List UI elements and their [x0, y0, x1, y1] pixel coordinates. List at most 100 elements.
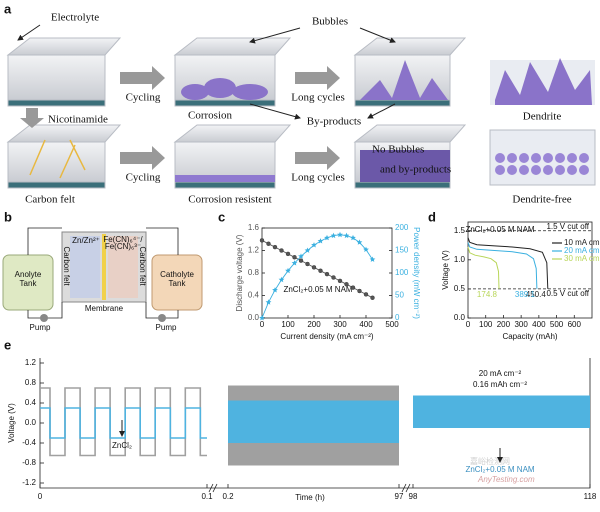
deposits [29, 58, 592, 182]
marker [298, 253, 304, 259]
y2-tick-label: 200 [395, 223, 409, 232]
x-tick-label: 118 [584, 492, 597, 501]
label: Carbon felt [138, 246, 147, 286]
label: Carbon felt [25, 194, 75, 206]
panel-a: a Electrolyte Bubbles Cycling Corrosion … [4, 1, 596, 206]
x-tick-label: 600 [568, 320, 582, 329]
marker [285, 251, 291, 257]
marker [311, 242, 317, 248]
marker [285, 267, 291, 274]
marker [324, 234, 330, 241]
label: Bubbles [312, 16, 348, 28]
annotation: ZnCl₂+0.05 M NAM [283, 285, 352, 294]
y-axis-label: Discharge voltage (V) [235, 234, 244, 311]
y-axis-label: Voltage (V) [7, 403, 16, 443]
band [413, 395, 590, 428]
marker [337, 231, 343, 238]
legend-label: 30 mA cm⁻² [564, 254, 600, 263]
marker [370, 295, 375, 300]
marker [331, 275, 336, 280]
y-tick-label: -1.2 [22, 478, 36, 487]
series-line [467, 246, 500, 289]
marker [344, 282, 349, 287]
label: Long cycles [291, 172, 344, 184]
axis-break [208, 483, 218, 493]
y2-axis-label: Power density (mW cm⁻²) [412, 227, 421, 319]
marker [279, 248, 284, 253]
marker [259, 238, 265, 243]
anode-chamber [70, 236, 100, 298]
cutoff-label: 0.5 V cut off [546, 289, 589, 298]
label: Corrosion resistent [188, 194, 271, 206]
y2-tick-label: 150 [395, 246, 409, 255]
label: Tank [20, 279, 38, 288]
panel-b: b Anolyte Tank Catholyte Tank Zn/Zn²⁺ Fe… [2, 209, 203, 332]
marker [363, 246, 369, 252]
x-tick-label: 0.2 [222, 492, 234, 501]
condition: 20 mA cm⁻² [479, 369, 522, 378]
marker [278, 276, 285, 283]
label: Corrosion [188, 110, 233, 122]
label: Pump [30, 323, 51, 332]
label: Cycling [126, 172, 161, 184]
x-tick-label: 300 [333, 320, 347, 329]
y-tick-label: 0.8 [248, 268, 260, 277]
membrane [102, 234, 106, 300]
x-tick-label: 0 [260, 320, 265, 329]
panel-label: a [4, 1, 12, 16]
x-tick-label: 0.1 [201, 492, 213, 501]
series-line [467, 242, 538, 289]
label: Long cycles [291, 92, 344, 104]
marker [369, 256, 376, 262]
marker [272, 287, 278, 293]
end-label: 174.8 [477, 290, 498, 299]
marker [324, 271, 330, 277]
label: Nicotinamide [48, 114, 108, 126]
marker [343, 232, 350, 239]
x-tick-label: 100 [281, 320, 295, 329]
panel-label: c [218, 209, 225, 224]
x-axis-label: Capacity (mAh) [502, 332, 557, 341]
x-tick-label: 98 [409, 492, 418, 501]
pump [158, 314, 166, 322]
x-tick-label: 500 [550, 320, 564, 329]
y-tick-label: -0.4 [22, 438, 36, 447]
legend-title: ZnCl₂+0.05 M NAM [465, 225, 534, 234]
label: Zn/Zn²⁺ [72, 236, 100, 245]
legend-label: 10 mA cm⁻² [564, 238, 600, 247]
y-tick-label: 0.5 [454, 284, 466, 293]
x-tick-label: 200 [307, 320, 321, 329]
label: Dendrite [523, 111, 562, 123]
x-tick-label: 300 [514, 320, 528, 329]
x-tick-label: 97 [395, 492, 404, 501]
marker [259, 315, 265, 321]
pipes [27, 227, 179, 319]
label: Electrolyte [51, 12, 99, 24]
end-label: 450.4 [526, 290, 547, 299]
y-tick-label: 1.5 [454, 226, 466, 235]
y-tick-label: 0.4 [25, 398, 37, 407]
series-line [261, 234, 373, 319]
marker [266, 241, 271, 246]
y-tick-label: 1.0 [454, 255, 466, 264]
marker [265, 299, 272, 305]
label: Tank [169, 279, 187, 288]
y-tick-label: -0.8 [22, 458, 36, 467]
x-tick-label: 200 [497, 320, 511, 329]
panel-label: d [428, 209, 436, 224]
y-tick-label: 1.2 [248, 246, 260, 255]
label: Catholyte [160, 270, 194, 279]
marker [363, 292, 369, 297]
watermark: 嘉峪检测网 [470, 456, 510, 466]
y-tick-label: 1.2 [25, 358, 37, 367]
label: Pump [156, 323, 177, 332]
cathode-chamber [108, 236, 138, 298]
marker [356, 239, 363, 245]
series-line [40, 407, 207, 439]
y2-tick-label: 50 [395, 291, 404, 300]
marker [304, 247, 311, 253]
x-tick-label: 0 [38, 492, 43, 501]
label: No Bubbles [372, 144, 424, 156]
series-annotation: ZnCl₂+0.05 M NAM [465, 465, 534, 474]
